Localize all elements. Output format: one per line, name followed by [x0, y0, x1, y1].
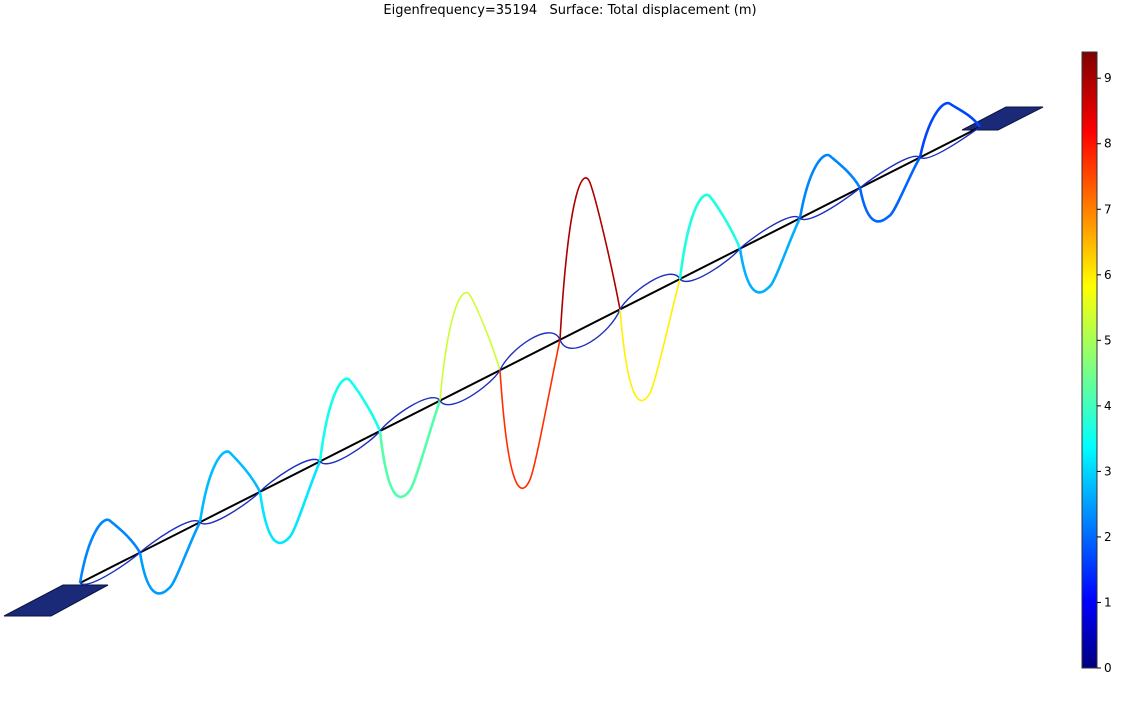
beam-axis-line	[79, 126, 981, 584]
colorbar-gradient	[1081, 51, 1098, 669]
mode-loop-back-strand	[919, 126, 981, 159]
mode-loop-back-strand	[739, 215, 801, 250]
mode-loop-back-strand	[679, 248, 741, 282]
colorbar-tick-label: 2	[1104, 530, 1112, 544]
colorbar-tick-label: 4	[1104, 399, 1112, 413]
mode-loop	[198, 450, 262, 523]
mode-loop-back-strand	[619, 273, 681, 310]
colorbar-tick-label: 7	[1104, 202, 1112, 216]
mode-loop-back-strand	[499, 332, 561, 371]
mode-loop-back-strand	[259, 458, 321, 493]
mode-loop	[258, 460, 322, 545]
mode-loop	[78, 518, 142, 584]
colorbar-tick-label: 0	[1104, 661, 1112, 675]
mode-loop	[798, 153, 862, 219]
mode-loop	[858, 156, 922, 223]
colorbar-tick-label: 5	[1104, 333, 1112, 347]
mode-loop	[619, 278, 681, 402]
mode-loop-back-strand	[139, 520, 201, 554]
mode-loop-back-strand	[799, 187, 861, 221]
mode-loop-back-strand	[379, 397, 441, 432]
mode-loop-back-strand	[319, 430, 381, 465]
mode-loop	[738, 217, 802, 294]
mode-loop-back-strand	[439, 369, 501, 406]
mode-loop-back-strand	[859, 155, 921, 189]
mode-loop	[378, 400, 442, 499]
plot-title: Eigenfrequency=35194 Surface: Total disp…	[383, 3, 757, 18]
mode-loop-back-strand	[559, 309, 621, 350]
colorbar-tick-label: 3	[1104, 464, 1112, 478]
colorbar-tick-label: 8	[1104, 137, 1112, 151]
colorbar-tick-label: 9	[1104, 71, 1112, 85]
mode-loop	[318, 377, 382, 462]
mode-loop	[918, 101, 982, 158]
mode-loop-back-strand	[79, 552, 141, 585]
colorbar-ticks: 0 1 2 3 4 5 6 7 8 9	[1097, 71, 1112, 675]
mode-loop	[559, 177, 621, 340]
mode-loop	[439, 291, 501, 401]
mode-loop	[678, 193, 742, 280]
right-anchor-pad	[961, 106, 1044, 131]
mode-shape-loops	[78, 101, 982, 595]
colorbar-tick-label: 6	[1104, 268, 1112, 282]
colorbar-tick-label: 1	[1104, 595, 1112, 609]
mode-loop	[138, 521, 202, 595]
left-anchor-pad	[3, 584, 109, 617]
mode-loop-back-strand	[199, 491, 261, 525]
mode-loop	[499, 339, 561, 489]
